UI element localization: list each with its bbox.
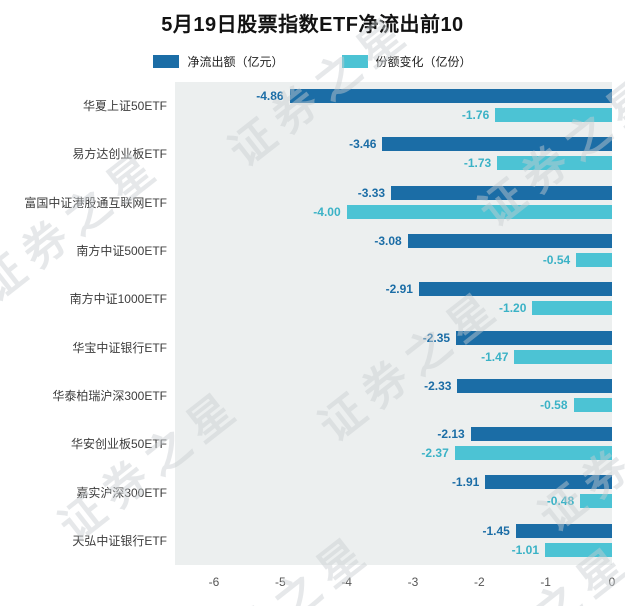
category-label: 华宝中证银行ETF [72, 340, 167, 355]
value-label-share-change: -1.76 [461, 108, 490, 122]
bar-share-change [576, 252, 612, 267]
value-label-share-change: -0.48 [546, 494, 575, 509]
value-label-net-outflow: -3.46 [349, 137, 377, 152]
bar-net-outflow [457, 378, 612, 393]
bar-net-outflow [456, 330, 612, 345]
value-label-net-outflow: -4.86 [256, 89, 284, 103]
value-label-share-change: -1.47 [481, 349, 509, 364]
value-label-net-outflow: -2.91 [385, 282, 413, 297]
value-label-net-outflow: -1.91 [451, 475, 480, 490]
category-label: 华安创业板50ETF [70, 437, 167, 452]
legend-item-net-outflow: 净流出额（亿元） [153, 53, 284, 70]
bar-share-change [573, 397, 612, 412]
x-tick-label: -3 [407, 575, 419, 589]
category-label: 南方中证1000ETF [69, 292, 167, 307]
bar-net-outflow [515, 523, 612, 538]
category-label: 天弘中证银行ETF [72, 533, 167, 548]
bar-net-outflow [485, 475, 612, 490]
value-label-share-change: -1.01 [511, 542, 539, 557]
legend-label-share-change: 份额变化（亿份） [375, 55, 472, 69]
x-tick-label: -5 [274, 575, 286, 589]
value-label-net-outflow: -3.08 [374, 233, 402, 248]
category-label: 华泰柏瑞沪深300ETF [52, 388, 167, 403]
value-label-share-change: -1.20 [499, 301, 527, 316]
legend: 净流出额（亿元） 份额变化（亿份） [0, 53, 625, 70]
x-tick-label: 0 [608, 575, 616, 589]
bar-net-outflow [382, 137, 612, 152]
bar-share-change [532, 301, 612, 316]
category-label: 易方达创业板ETF [72, 147, 167, 162]
bar-share-change [514, 349, 612, 364]
bar-share-change [545, 542, 612, 557]
value-label-share-change: -0.58 [540, 397, 568, 412]
value-label-share-change: -2.37 [421, 446, 449, 461]
chart-title: 5月19日股票指数ETF净流出前10 [161, 14, 464, 36]
value-label-share-change: -0.54 [542, 252, 571, 267]
bar-net-outflow [289, 89, 612, 103]
value-label-net-outflow: -2.33 [424, 378, 452, 393]
legend-item-share-change: 份额变化（亿份） [341, 53, 472, 70]
value-label-share-change: -4.00 [313, 204, 341, 219]
bar-net-outflow [407, 233, 612, 248]
value-label-share-change: -1.73 [463, 156, 492, 171]
category-label: 富国中证港股通互联网ETF [24, 195, 167, 210]
x-tick-label: -1 [540, 575, 551, 589]
legend-label-net-outflow: 净流出额（亿元） [187, 55, 284, 69]
category-label: 南方中证500ETF [76, 244, 167, 259]
legend-swatch-share-change [341, 55, 368, 68]
plot-background [175, 82, 612, 565]
bar-share-change [346, 204, 612, 219]
bar-net-outflow [391, 185, 612, 200]
value-label-net-outflow: -3.33 [357, 185, 386, 200]
x-tick-label: -6 [208, 575, 220, 589]
value-label-net-outflow: -2.35 [422, 330, 451, 345]
value-label-net-outflow: -1.45 [482, 523, 510, 538]
bar-share-change [497, 156, 612, 171]
category-label: 华夏上证50ETF [82, 99, 167, 114]
x-tick-label: -4 [341, 575, 352, 589]
bar-share-change [495, 108, 612, 122]
bar-share-change [454, 446, 612, 461]
bar-net-outflow [418, 282, 612, 297]
category-label: 嘉实沪深300ETF [76, 485, 167, 500]
bar-net-outflow [470, 427, 612, 442]
bar-share-change [580, 494, 612, 509]
legend-swatch-net-outflow [153, 55, 180, 68]
x-tick-label: -2 [473, 575, 485, 589]
value-label-net-outflow: -2.13 [437, 427, 465, 442]
